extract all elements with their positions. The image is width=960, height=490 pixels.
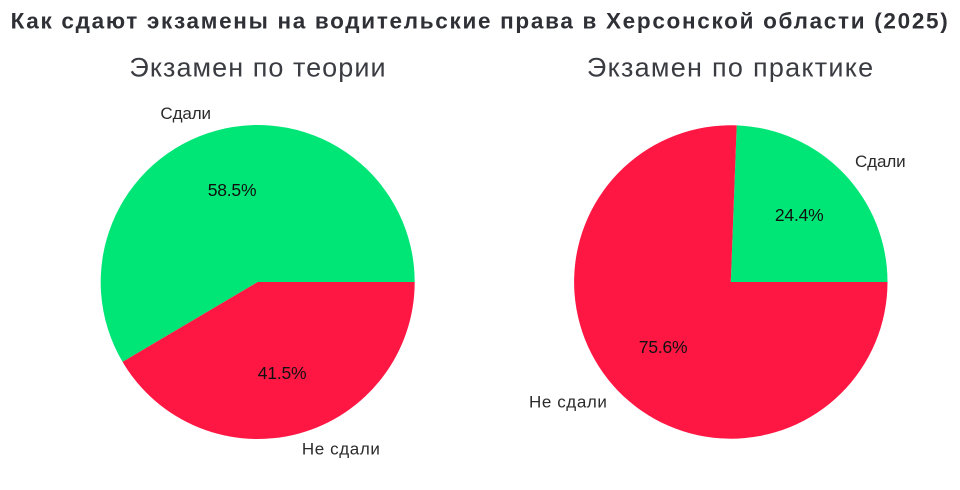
svg-text:Не сдали: Не сдали	[529, 392, 608, 411]
svg-text:Сдали: Сдали	[160, 104, 211, 123]
svg-text:24.4%: 24.4%	[775, 205, 824, 225]
svg-text:58.5%: 58.5%	[208, 180, 257, 200]
svg-text:75.6%: 75.6%	[639, 337, 688, 357]
svg-text:Сдали: Сдали	[855, 152, 906, 171]
svg-text:Экзамен по теории: Экзамен по теории	[129, 53, 386, 83]
svg-text:41.5%: 41.5%	[258, 363, 307, 383]
svg-text:Не сдали: Не сдали	[302, 439, 381, 458]
svg-text:Как сдают экзамены на водитель: Как сдают экзамены на водительские права…	[11, 9, 950, 34]
svg-text:Экзамен по практике: Экзамен по практике	[587, 53, 875, 83]
